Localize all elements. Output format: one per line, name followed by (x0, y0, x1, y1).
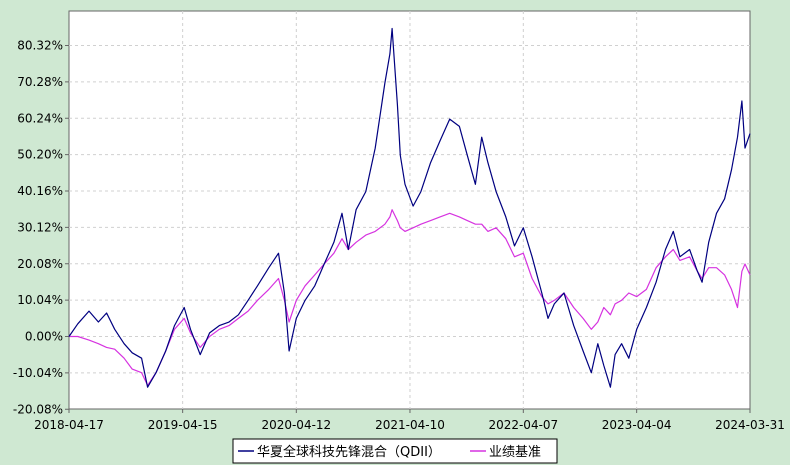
y-tick-label: -20.08% (13, 402, 63, 416)
x-tick-label: 2021-04-10 (375, 418, 445, 432)
legend-box (232, 438, 558, 464)
y-tick-label: 10.04% (17, 293, 63, 307)
legend-label-benchmark: 业绩基准 (489, 445, 541, 460)
legend: 华夏全球科技先锋混合（QDII） 业绩基准 (232, 438, 558, 464)
y-tick-label: 70.28% (17, 75, 63, 89)
gridlines (69, 11, 750, 409)
y-tick-label: 0.00% (25, 330, 63, 344)
legend-label-fund: 华夏全球科技先锋混合（QDII） (257, 444, 441, 460)
axis-ticks: 80.32% 70.28% 60.24% 50.20% 40.16% 30.12% 20.0… (13, 39, 785, 433)
y-tick-label: -10.04% (13, 366, 63, 380)
series-lines (68, 27, 751, 388)
x-tick-label: 2019-04-15 (148, 418, 218, 432)
y-tick-label: 40.16% (17, 184, 63, 198)
x-tick-label: 2024-03-31 (715, 418, 785, 432)
x-tick-label: 2022-04-07 (488, 418, 558, 432)
y-tick-label: 50.20% (17, 148, 63, 162)
series-line-fund (68, 27, 751, 388)
x-tick-label: 2020-04-12 (261, 418, 331, 432)
y-tick-label: 80.32% (17, 39, 63, 53)
y-tick-label: 60.24% (17, 111, 63, 125)
y-tick-label: 20.08% (17, 257, 63, 271)
x-tick-label: 2023-04-04 (602, 418, 672, 432)
x-tick-label: 2018-04-17 (34, 418, 104, 432)
y-tick-label: 30.12% (17, 220, 63, 234)
